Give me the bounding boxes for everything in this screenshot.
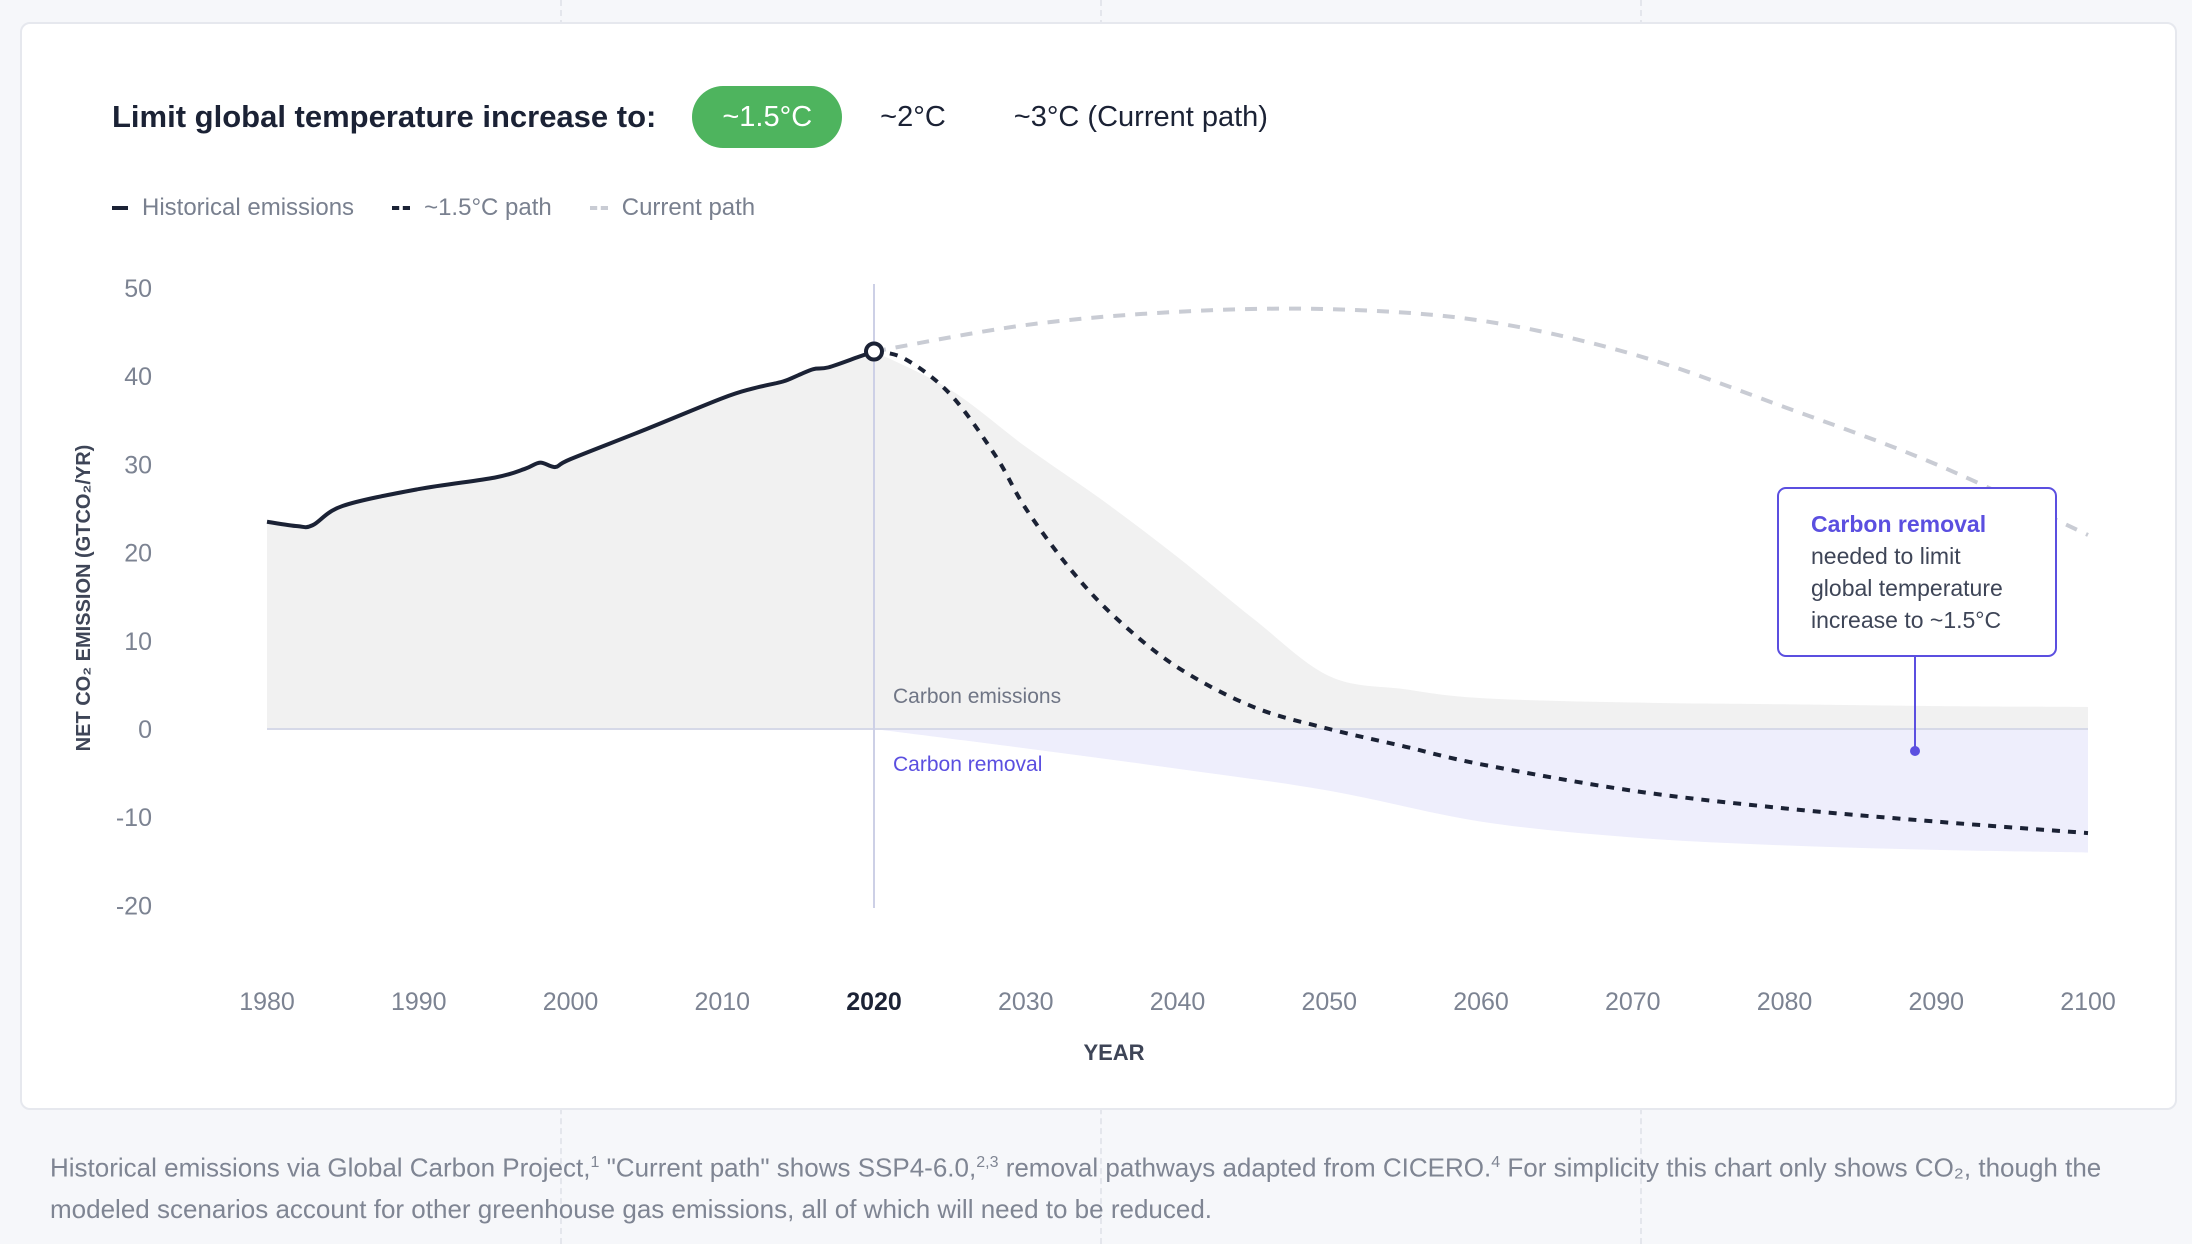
x-tick-label: 2050 [1301,988,1357,1016]
chart-legend: Historical emissions ~1.5°C path Current… [112,194,793,222]
legend-label: Historical emissions [142,194,355,221]
footnote-ref: 1 [590,1154,600,1171]
legend-solid-key [112,206,128,210]
callout-anchor-dot [1910,746,1920,756]
x-tick-label: 2010 [694,988,750,1016]
option-1-5c[interactable]: ~1.5°C [692,86,843,148]
option-2c[interactable]: ~2°C [880,101,946,133]
x-tick-label: 2080 [1757,988,1813,1016]
footnote-text: removal pathways adapted from CICERO. [998,1152,1492,1183]
x-tick-label: 2030 [998,988,1054,1016]
y-tick-label: -20 [116,892,152,920]
footnote-text: "Current path" shows SSP4-6.0, [599,1152,977,1183]
x-tick-label: 1990 [391,988,447,1016]
x-tick-label: 2100 [2060,988,2116,1016]
legend-label: ~1.5°C path [424,194,552,221]
historical-emissions-line [266,349,875,530]
y-tick-label: 10 [124,628,152,656]
x-tick-label: 2060 [1453,988,1509,1016]
y-tick-label: 50 [124,275,152,303]
legend-label: Current path [621,194,756,221]
legend-historical: Historical emissions [112,194,354,222]
temperature-selector: Limit global temperature increase to: ~1… [112,86,1306,148]
x-tick-label: 2020 [846,988,902,1016]
carbon-emissions-area [874,351,2088,729]
footnote: Historical emissions via Global Carbon P… [50,1142,2150,1230]
footnote-text: Historical emissions via Global Carbon P… [50,1152,591,1183]
year-2020-point [864,341,884,362]
y-tick-label: 20 [124,540,152,568]
y-axis-title: NET CO₂ EMISSION (GTCO₂/YR) [73,445,95,752]
selector-title: Limit global temperature increase to: [112,99,657,134]
x-tick-label: 2070 [1605,988,1661,1016]
callout-line: global temperature [1811,575,2003,601]
footnote-ref: 4 [1491,1154,1501,1171]
callout-line: increase to ~1.5°C [1811,607,2001,633]
y-tick-label: -10 [116,804,152,832]
callout-line: needed to limit [1811,543,1961,569]
x-tick-label: 2000 [543,988,599,1016]
legend-current-path: Current path [589,194,756,222]
legend-dash-key [392,206,411,210]
legend-grey-key [589,206,608,210]
x-tick-label: 1980 [239,988,295,1016]
x-tick-label: 2090 [1908,988,1964,1016]
footnote-ref: 2,3 [976,1154,999,1171]
option-3c[interactable]: ~3°C (Current path) [1013,101,1268,133]
x-tick-label: 2040 [1150,988,1206,1016]
legend-1-5c-path: ~1.5°C path [392,194,552,222]
carbon-removal-label: Carbon removal [893,753,1042,776]
y-tick-label: 30 [124,451,152,479]
y-tick-label: 40 [124,363,152,391]
carbon-emissions-label: Carbon emissions [893,685,1061,708]
carbon-removal-area [874,729,2088,853]
x-axis-title: YEAR [1083,1040,1144,1065]
callout-title: Carbon removal [1811,511,1986,537]
path-1-5c-line [873,349,2089,836]
footnote-text: For simplicity this chart only shows CO₂… [50,1152,2102,1224]
y-tick-label: 0 [138,716,152,744]
historical-area [267,351,874,729]
current-path-line [873,306,2089,537]
callout-box [1777,487,2057,657]
